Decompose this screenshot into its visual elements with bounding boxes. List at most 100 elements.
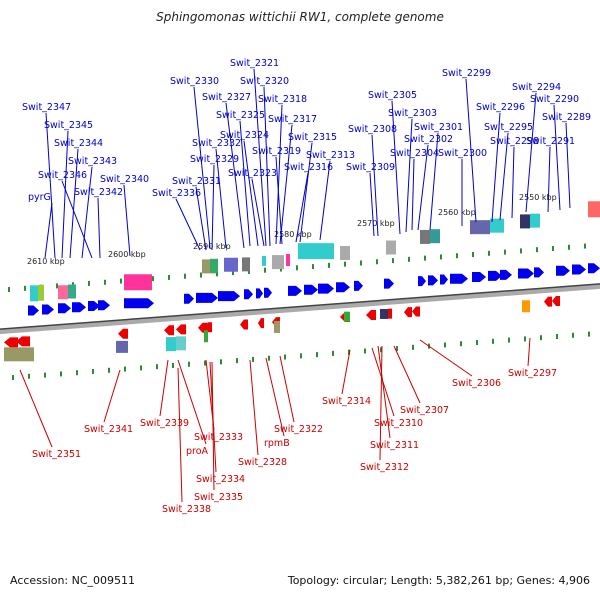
gene-label-forward: Swit_2346 xyxy=(38,170,87,181)
gene-label-forward: Swit_2323 xyxy=(228,168,277,179)
feature-block xyxy=(4,347,34,362)
tick-mark xyxy=(316,352,318,358)
tick-mark xyxy=(408,256,410,262)
forward-gene-arrow xyxy=(384,278,394,289)
tick-mark xyxy=(8,287,10,293)
leader-line xyxy=(527,337,531,367)
gene-label-forward: Swit_2309 xyxy=(346,162,395,173)
leader-line xyxy=(547,146,551,213)
forward-gene-arrow xyxy=(72,302,86,313)
leader-line xyxy=(61,180,93,259)
gene-label-forward: Swit_2330 xyxy=(170,76,219,87)
reverse-gene-arrow xyxy=(198,322,207,333)
tick-mark xyxy=(424,255,426,261)
gene-label-reverse: Swit_2297 xyxy=(508,368,557,379)
tick-mark xyxy=(504,249,506,255)
gene-label-forward: Swit_2305 xyxy=(368,90,417,101)
leader-line xyxy=(193,86,211,249)
leader-line xyxy=(251,178,265,247)
forward-gene-arrow xyxy=(98,300,110,311)
gene-label-forward: Swit_2327 xyxy=(202,92,251,103)
forward-gene-arrow xyxy=(450,273,468,284)
tick-mark xyxy=(376,259,378,265)
gene-label-forward: Swit_2294 xyxy=(512,82,561,93)
feature-block xyxy=(224,257,238,272)
gene-label-reverse: Swit_2306 xyxy=(452,378,501,389)
gene-label-forward: Swit_2308 xyxy=(348,124,397,135)
gene-label-forward: Swit_2320 xyxy=(240,76,289,87)
feature-block xyxy=(420,229,430,244)
tick-mark xyxy=(232,270,234,276)
forward-gene-arrow xyxy=(556,265,570,276)
tick-mark xyxy=(520,248,522,254)
forward-gene-arrow xyxy=(418,276,426,287)
tick-mark xyxy=(572,332,574,338)
gene-label-reverse: Swit_2333 xyxy=(194,432,243,443)
leader-line xyxy=(177,359,207,445)
forward-gene-arrow xyxy=(336,282,350,293)
leader-line xyxy=(215,148,227,249)
leader-line xyxy=(263,86,271,247)
tick-mark xyxy=(472,252,474,258)
tick-label: 2570 kbp xyxy=(357,219,395,228)
leader-line xyxy=(279,124,293,245)
forward-gene-arrow xyxy=(534,267,544,278)
tick-mark xyxy=(156,364,158,370)
tick-mark xyxy=(252,356,254,362)
gene-label-forward: Swit_2291 xyxy=(526,136,575,147)
feature-block xyxy=(340,245,350,260)
feature-block xyxy=(386,240,396,255)
tick-mark xyxy=(188,361,190,367)
tick-mark xyxy=(104,279,106,285)
leader-line xyxy=(391,100,401,235)
leader-line xyxy=(465,78,477,223)
tick-mark xyxy=(392,258,394,264)
tick-mark xyxy=(508,337,510,343)
feature-block xyxy=(522,300,530,313)
gene-label-forward: Swit_2300 xyxy=(438,148,487,159)
tick-mark xyxy=(540,335,542,341)
gene-label-forward: Swit_2324 xyxy=(220,130,269,141)
leader-line xyxy=(81,166,93,259)
feature-block xyxy=(166,337,176,352)
leader-line xyxy=(279,355,295,423)
leader-line xyxy=(405,118,413,233)
gene-label-reverse: Swit_2335 xyxy=(194,492,243,503)
feature-block xyxy=(470,220,490,235)
feature-block xyxy=(58,285,68,300)
leader-line xyxy=(239,120,251,247)
feature-block xyxy=(588,201,600,218)
leader-line xyxy=(253,68,267,247)
leader-line xyxy=(103,369,121,423)
forward-gene-arrow xyxy=(428,275,438,286)
forward-gene-arrow xyxy=(440,274,448,285)
leader-line xyxy=(19,369,53,448)
forward-gene-arrow xyxy=(472,272,486,283)
feature-block xyxy=(286,254,290,267)
tick-mark xyxy=(364,348,366,354)
leader-line xyxy=(211,164,215,251)
tick-label: 2600 kbp xyxy=(108,250,146,259)
gene-label-forward: Swit_2319 xyxy=(252,146,301,157)
tick-mark xyxy=(152,276,154,282)
gene-label-forward: Swit_2298 xyxy=(490,136,539,147)
gene-label-forward: Swit_2317 xyxy=(268,114,317,125)
leader-line xyxy=(379,345,383,461)
gene-label-reverse: Swit_2310 xyxy=(374,418,423,429)
gene-label-forward: Swit_2340 xyxy=(100,174,149,185)
gene-label-reverse: Swit_2334 xyxy=(196,474,245,485)
gene-label-forward: Swit_2295 xyxy=(484,122,533,133)
gene-label-forward: Swit_2318 xyxy=(258,94,307,105)
tick-mark xyxy=(44,372,46,378)
forward-gene-arrow xyxy=(572,264,586,275)
leader-line xyxy=(491,112,501,223)
forward-gene-arrow xyxy=(42,304,54,315)
leader-line xyxy=(499,132,509,221)
tick-mark xyxy=(108,367,110,373)
reverse-gene-arrow xyxy=(544,296,552,307)
feature-block xyxy=(262,255,266,266)
gene-label-forward: Swit_2304 xyxy=(390,148,439,159)
tick-mark xyxy=(524,336,526,342)
gene-label-forward: pyrG xyxy=(28,192,51,203)
tick-label: 2580 kbp xyxy=(274,230,312,239)
